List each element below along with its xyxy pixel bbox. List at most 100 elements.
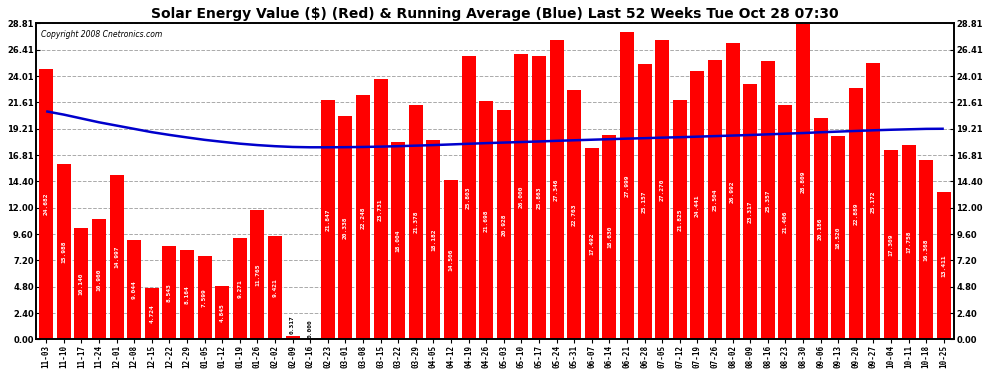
- Text: 4.724: 4.724: [149, 304, 154, 323]
- Bar: [497, 110, 511, 339]
- Text: 14.997: 14.997: [114, 246, 119, 268]
- Bar: [409, 105, 423, 339]
- Bar: [549, 39, 563, 339]
- Bar: [56, 164, 71, 339]
- Text: 17.758: 17.758: [906, 231, 911, 253]
- Bar: [638, 63, 651, 339]
- Title: Solar Energy Value ($) (Red) & Running Average (Blue) Last 52 Weeks Tue Oct 28 0: Solar Energy Value ($) (Red) & Running A…: [151, 7, 839, 21]
- Bar: [250, 210, 264, 339]
- Bar: [515, 54, 529, 339]
- Text: 27.999: 27.999: [625, 175, 630, 197]
- Text: 15.988: 15.988: [61, 240, 66, 263]
- Bar: [110, 175, 124, 339]
- Bar: [461, 57, 475, 339]
- Bar: [339, 116, 352, 339]
- Text: 25.172: 25.172: [871, 190, 876, 213]
- Bar: [127, 240, 142, 339]
- Bar: [585, 148, 599, 339]
- Text: 26.000: 26.000: [519, 186, 524, 208]
- Bar: [832, 136, 845, 339]
- Text: 21.698: 21.698: [484, 209, 489, 232]
- Bar: [902, 145, 916, 339]
- Text: 24.441: 24.441: [695, 194, 700, 217]
- Bar: [444, 180, 458, 339]
- Text: 25.157: 25.157: [643, 190, 647, 213]
- Text: 10.960: 10.960: [96, 268, 101, 291]
- Bar: [778, 105, 792, 339]
- Text: 21.406: 21.406: [783, 211, 788, 233]
- Bar: [848, 88, 863, 339]
- Text: 21.847: 21.847: [326, 209, 331, 231]
- Bar: [655, 40, 669, 339]
- Text: 25.803: 25.803: [466, 187, 471, 209]
- Bar: [198, 256, 212, 339]
- Bar: [373, 79, 388, 339]
- Text: 13.411: 13.411: [941, 255, 946, 277]
- Bar: [321, 100, 335, 339]
- Bar: [760, 62, 775, 339]
- Text: 25.504: 25.504: [713, 188, 718, 211]
- Text: 20.186: 20.186: [818, 217, 823, 240]
- Text: 25.357: 25.357: [765, 189, 770, 211]
- Bar: [708, 60, 722, 339]
- Bar: [427, 140, 441, 339]
- Text: 18.630: 18.630: [607, 226, 612, 249]
- Bar: [479, 102, 493, 339]
- Text: 18.182: 18.182: [431, 228, 436, 251]
- Bar: [285, 336, 300, 339]
- Text: 14.506: 14.506: [448, 249, 453, 271]
- Text: 9.044: 9.044: [132, 280, 137, 299]
- Bar: [726, 44, 740, 339]
- Text: 8.164: 8.164: [184, 285, 189, 304]
- Text: 25.863: 25.863: [537, 186, 542, 209]
- Bar: [866, 63, 880, 339]
- Text: 20.928: 20.928: [501, 213, 506, 236]
- Text: 28.809: 28.809: [801, 170, 806, 193]
- Bar: [268, 236, 282, 339]
- Text: 0.000: 0.000: [308, 319, 313, 338]
- Bar: [814, 118, 828, 339]
- Bar: [567, 90, 581, 339]
- Text: 18.520: 18.520: [836, 226, 841, 249]
- Bar: [180, 250, 194, 339]
- Text: 17.492: 17.492: [589, 232, 594, 255]
- Text: 7.599: 7.599: [202, 288, 207, 307]
- Bar: [391, 142, 405, 339]
- Bar: [162, 246, 176, 339]
- Bar: [884, 150, 898, 339]
- Text: 22.763: 22.763: [571, 203, 577, 226]
- Text: 11.765: 11.765: [254, 264, 260, 286]
- Bar: [233, 238, 247, 339]
- Bar: [620, 32, 634, 339]
- Bar: [796, 24, 810, 339]
- Text: 20.338: 20.338: [343, 217, 347, 239]
- Text: 24.682: 24.682: [44, 193, 49, 215]
- Text: 21.825: 21.825: [677, 209, 682, 231]
- Bar: [602, 135, 617, 339]
- Bar: [673, 100, 687, 339]
- Bar: [74, 228, 88, 339]
- Text: 8.543: 8.543: [167, 283, 172, 302]
- Text: 9.271: 9.271: [238, 279, 243, 298]
- Text: 16.368: 16.368: [924, 238, 929, 261]
- Bar: [937, 192, 950, 339]
- Text: 27.270: 27.270: [659, 178, 664, 201]
- Text: 9.421: 9.421: [272, 278, 277, 297]
- Text: 22.248: 22.248: [360, 206, 365, 229]
- Bar: [92, 219, 106, 339]
- Text: 4.845: 4.845: [220, 303, 225, 322]
- Bar: [532, 56, 546, 339]
- Bar: [145, 288, 158, 339]
- Text: 0.317: 0.317: [290, 315, 295, 334]
- Text: 23.731: 23.731: [378, 198, 383, 220]
- Text: 26.992: 26.992: [730, 180, 736, 203]
- Bar: [690, 71, 705, 339]
- Text: 22.889: 22.889: [853, 202, 858, 225]
- Text: 27.346: 27.346: [554, 178, 559, 201]
- Bar: [743, 84, 757, 339]
- Text: 10.140: 10.140: [79, 273, 84, 295]
- Text: 23.317: 23.317: [747, 200, 752, 223]
- Text: 21.378: 21.378: [413, 211, 419, 233]
- Bar: [215, 286, 230, 339]
- Text: 18.004: 18.004: [396, 230, 401, 252]
